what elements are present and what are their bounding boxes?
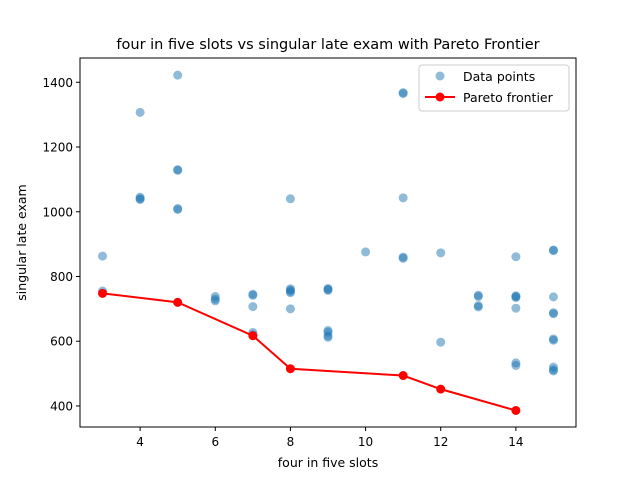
y-tick-label-400: 400 <box>50 399 73 413</box>
data-point-25 <box>285 288 295 298</box>
data-point-54 <box>548 246 558 256</box>
data-point-39 <box>398 253 408 263</box>
y-axis-label: singular late exam <box>14 184 29 300</box>
legend-label-data-points: Data points <box>463 69 535 84</box>
data-point-18 <box>248 302 258 312</box>
data-point-37 <box>398 193 408 203</box>
data-point-17 <box>248 290 258 300</box>
data-point-33 <box>323 332 333 342</box>
data-point-6 <box>135 194 145 204</box>
plot-frame <box>79 57 577 428</box>
data-point-40 <box>436 248 446 258</box>
x-axis-label: four in five slots <box>278 455 378 470</box>
y-tick-label-600: 600 <box>50 335 73 349</box>
pareto-frontier-point-1 <box>173 297 183 307</box>
data-point-7 <box>173 70 183 80</box>
legend: Data points Pareto frontier <box>418 64 570 112</box>
x-tick-label-12: 12 <box>433 435 448 449</box>
pareto-frontier-point-4 <box>398 371 408 381</box>
pareto-frontier-point-5 <box>436 384 446 394</box>
y-tick-label-1000: 1000 <box>42 205 73 219</box>
data-point-9 <box>173 165 183 175</box>
x-tick-label-14: 14 <box>508 435 523 449</box>
data-layer <box>98 70 558 415</box>
data-point-62 <box>548 366 558 376</box>
data-point-26 <box>285 304 295 314</box>
chart-title: four in five slots vs singular late exam… <box>116 37 539 53</box>
legend-marker-data-points <box>435 71 445 81</box>
x-tick-label-6: 6 <box>211 435 219 449</box>
y-tick-label-1200: 1200 <box>42 141 73 155</box>
data-point-57 <box>548 309 558 319</box>
data-point-45 <box>473 302 483 312</box>
x-tick-label-8: 8 <box>287 435 295 449</box>
data-point-21 <box>285 194 295 204</box>
y-tick-label-1400: 1400 <box>42 76 73 90</box>
data-point-41 <box>436 337 446 347</box>
data-point-34 <box>361 247 371 257</box>
data-point-15 <box>210 296 220 306</box>
x-tick-label-4: 4 <box>136 435 144 449</box>
legend-box <box>418 64 570 112</box>
data-point-55 <box>548 292 558 302</box>
data-point-3 <box>135 107 145 117</box>
pareto-frontier-point-0 <box>98 288 108 298</box>
data-point-36 <box>398 89 408 99</box>
data-point-29 <box>323 285 333 295</box>
pareto-frontier-point-2 <box>248 331 258 341</box>
pareto-frontier-point-3 <box>285 364 295 374</box>
pareto-frontier-point-6 <box>511 405 521 415</box>
data-point-0 <box>98 251 108 261</box>
data-point-49 <box>511 293 521 303</box>
data-point-46 <box>511 252 521 262</box>
legend-label-pareto-frontier: Pareto frontier <box>463 90 554 105</box>
x-axis-ticks: 4 6 8 10 12 14 <box>136 427 524 449</box>
data-point-43 <box>473 292 483 302</box>
data-point-11 <box>173 204 183 214</box>
legend-marker-pareto-frontier <box>435 92 445 102</box>
data-point-50 <box>511 303 521 313</box>
data-point-59 <box>548 335 558 345</box>
y-tick-label-800: 800 <box>50 270 73 284</box>
data-point-52 <box>511 361 521 370</box>
x-tick-label-10: 10 <box>358 435 373 449</box>
y-axis-ticks: 400 600 800 1000 1200 1400 <box>42 76 80 413</box>
